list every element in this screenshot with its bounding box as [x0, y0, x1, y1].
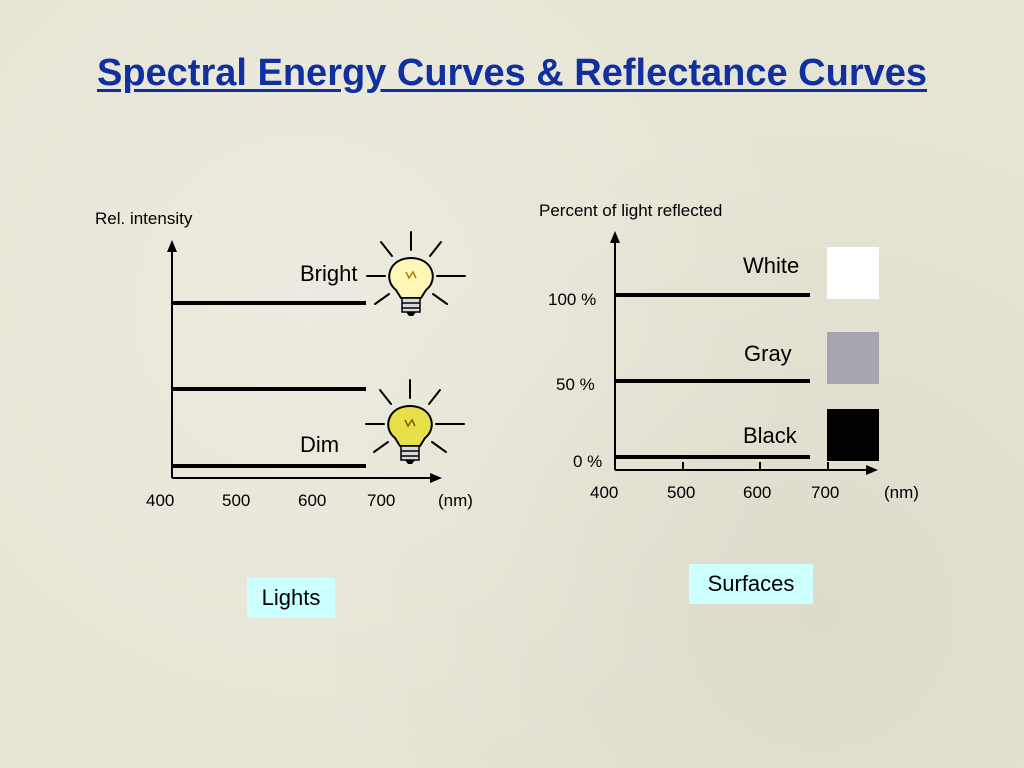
dim-label: Dim — [300, 432, 340, 457]
lights-x-tick: 600 — [298, 491, 327, 510]
lights-y-axis — [167, 240, 177, 478]
black-label: Black — [743, 423, 797, 448]
lights-y-axis-label: Rel. intensity — [95, 209, 193, 228]
surfaces-x-tick: 700 — [811, 483, 840, 502]
surfaces-y-tick: 0 % — [573, 452, 603, 471]
gray-label: Gray — [744, 341, 792, 366]
surfaces-caption: Surfaces — [689, 564, 813, 604]
black-swatch — [827, 409, 879, 461]
gray-swatch — [827, 332, 879, 384]
lights-caption: Lights — [247, 578, 335, 618]
slide-title: Spectral Energy Curves & Reflectance Cur… — [96, 52, 928, 94]
surfaces-y-axis — [610, 231, 620, 470]
surfaces-x-tick-marks — [682, 462, 829, 470]
lights-x-tick: 400 — [146, 491, 175, 510]
surfaces-y-tick: 50 % — [556, 375, 595, 394]
surfaces-y-axis-label: Percent of light reflected — [539, 201, 723, 220]
dim-bulb-icon — [365, 379, 465, 464]
lights-x-axis — [172, 473, 442, 483]
white-swatch — [827, 247, 879, 299]
surfaces-y-tick: 100 % — [548, 290, 597, 309]
bright-bulb-icon — [366, 231, 466, 316]
white-label: White — [743, 253, 800, 278]
surfaces-x-tick: 400 — [590, 483, 619, 502]
lights-x-tick: 700 — [367, 491, 396, 510]
surfaces-x-tick: 500 — [667, 483, 696, 502]
surfaces-x-axis — [615, 465, 878, 475]
lights-x-unit: (nm) — [438, 491, 473, 510]
bright-label: Bright — [300, 261, 358, 286]
lights-x-tick: 500 — [222, 491, 251, 510]
surfaces-x-unit: (nm) — [884, 483, 919, 502]
surfaces-x-tick: 600 — [743, 483, 772, 502]
